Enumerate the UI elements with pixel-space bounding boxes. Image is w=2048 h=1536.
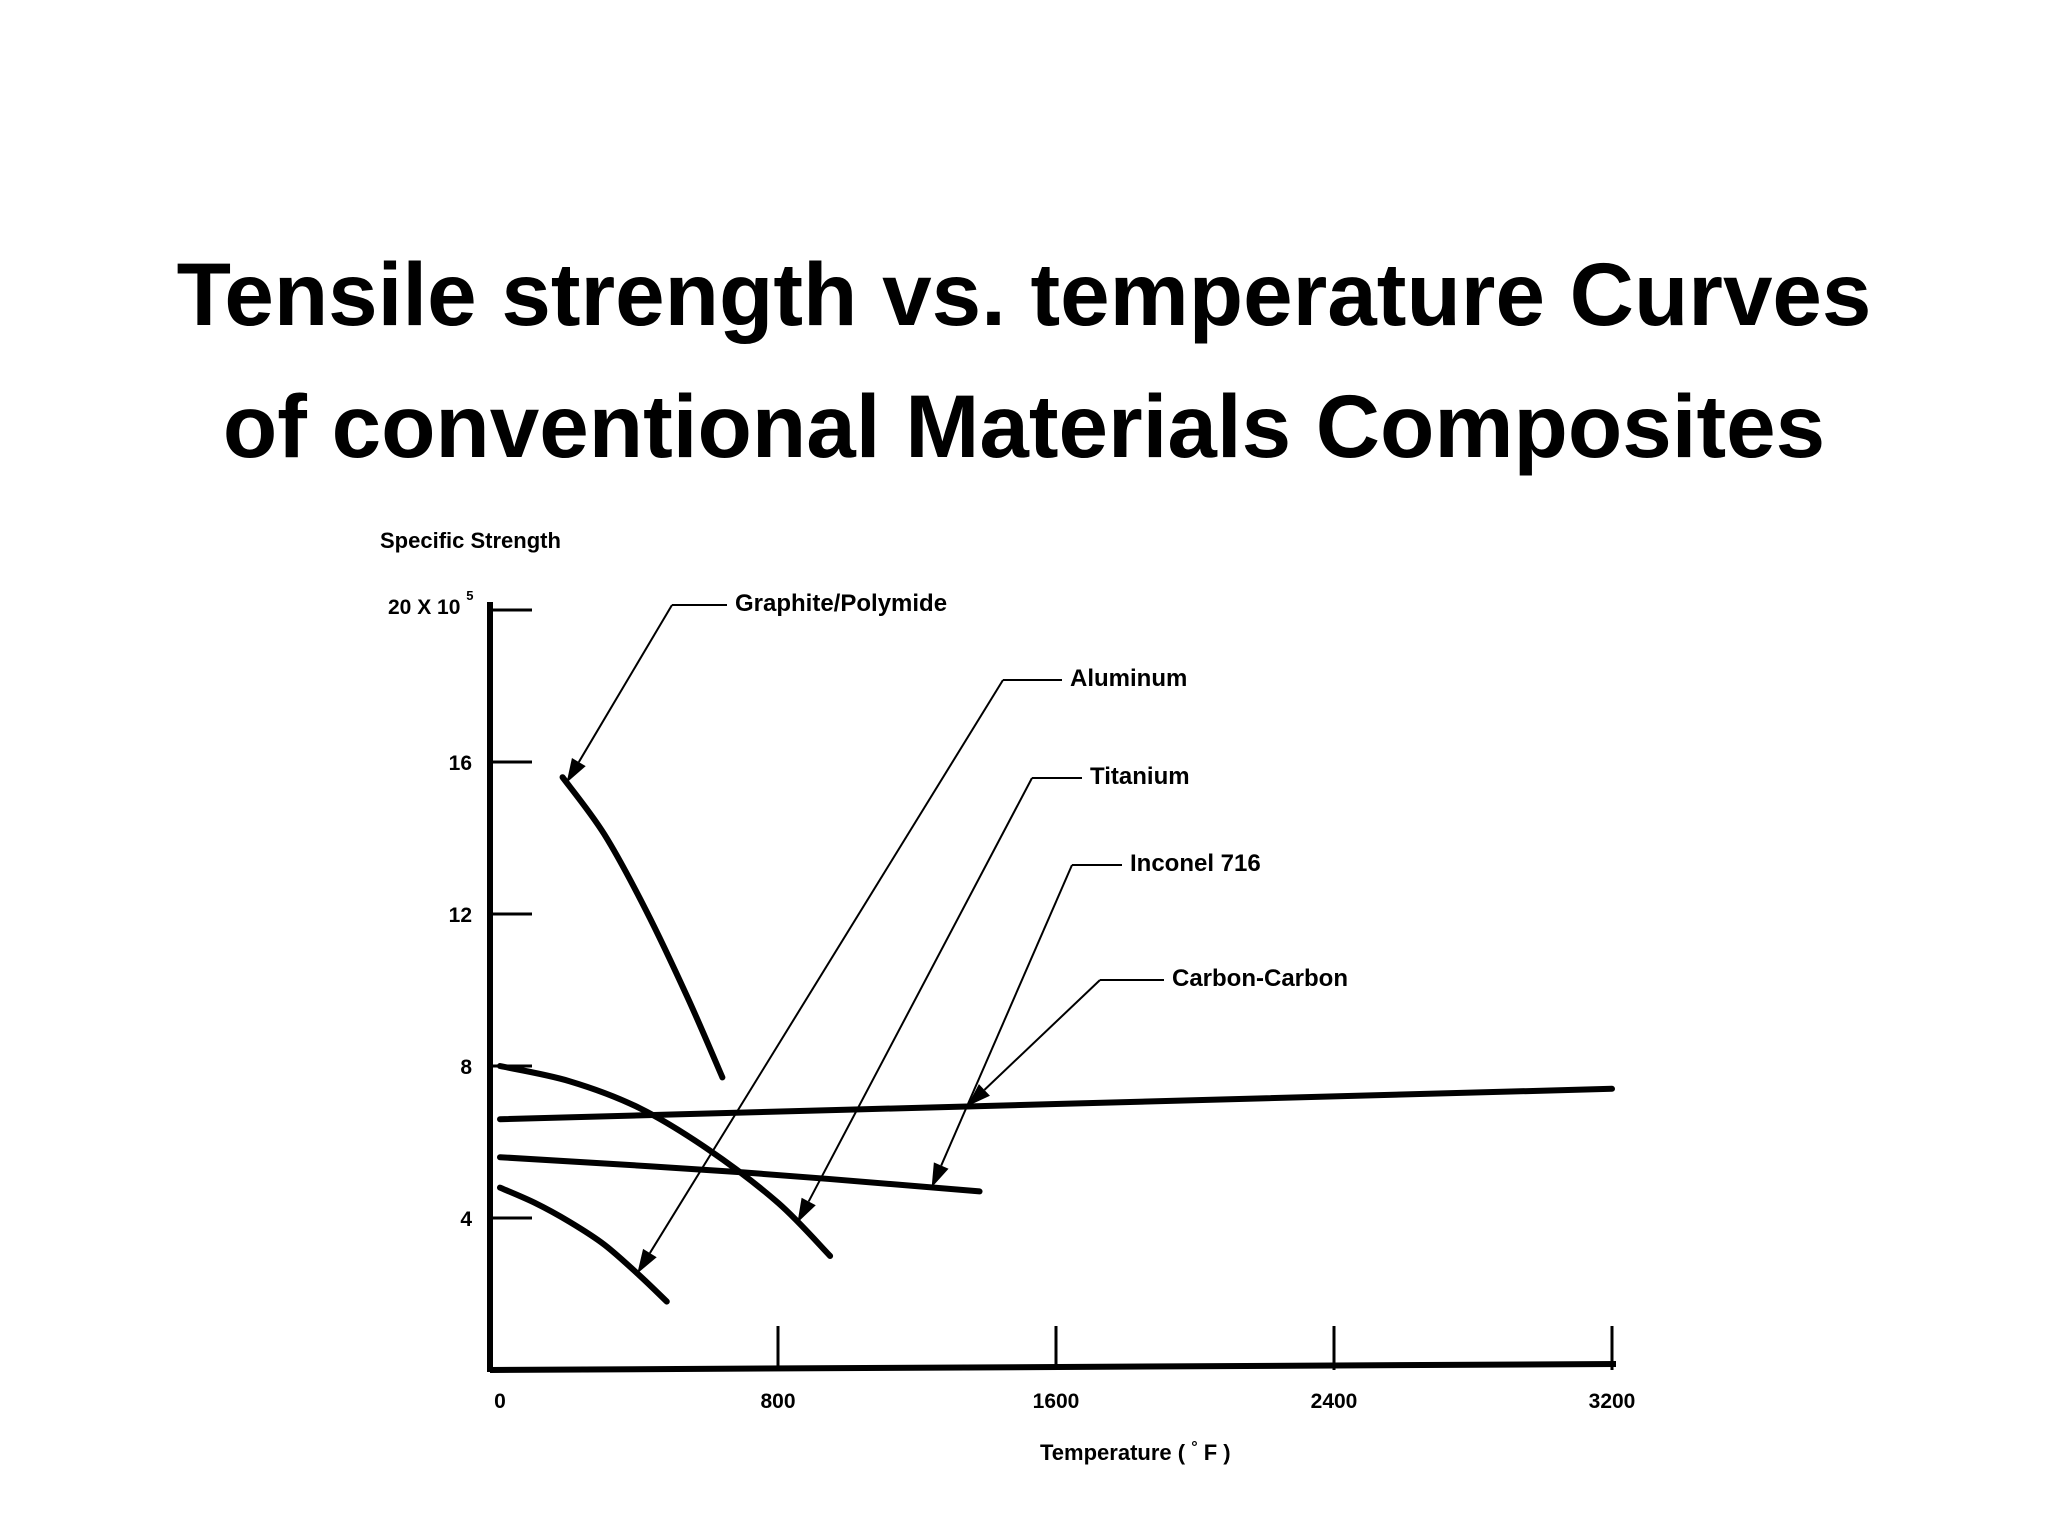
x-axis-title: Temperature ( ° F ) [1040, 1432, 1231, 1465]
x-tick-label-0: 0 [494, 1390, 506, 1413]
y-tick-label-16: 16 [449, 752, 472, 775]
callout-carbon-carbon-leader [983, 979, 1101, 1091]
series-aluminum-line [497, 1184, 670, 1305]
series-inconel-716-line [497, 1154, 983, 1195]
x-tick-label-800: 800 [760, 1390, 795, 1413]
slide-title-line-2: of conventional Materials Composites [222, 376, 1826, 476]
callout-inconel-716-arrowhead [931, 1162, 949, 1188]
chart-series [497, 774, 1615, 1305]
chart-ticks: 4 8 12 16 0 800 1600 2400 3200 [449, 608, 1636, 1413]
y-tick-label-12: 12 [449, 904, 472, 927]
callout-titanium-leader [807, 777, 1033, 1202]
series-graphite-polymide-line [559, 774, 726, 1081]
y-axis-top-label: 20 X 10 5 [388, 588, 473, 619]
x-tick-label-1600: 1600 [1033, 1390, 1080, 1413]
x-tick-label-3200: 3200 [1589, 1390, 1636, 1413]
callout-graphite-polymide-arrowhead [566, 757, 586, 783]
callout-aluminum-leader [649, 679, 1004, 1254]
series-label-aluminum: Aluminum [1070, 665, 1187, 692]
y-tick-label-8: 8 [460, 1056, 472, 1079]
x-axis-title-main: Temperature ( [1040, 1440, 1191, 1465]
series-carbon-carbon-line [497, 1085, 1615, 1123]
x-axis-title-unit: F ) [1204, 1440, 1231, 1465]
y-tick-label-4: 4 [460, 1208, 472, 1231]
callout-titanium-arrowhead [797, 1197, 816, 1223]
y-axis-top-label-exponent: 5 [466, 588, 473, 603]
x-tick-label-2400: 2400 [1311, 1390, 1358, 1413]
series-label-graphite-polymide: Graphite/Polymide [735, 590, 947, 617]
chart-axes [487, 602, 1617, 1373]
x-axis-line [489, 1361, 1617, 1373]
slide-title: Tensile strength vs. temperature Curves … [0, 228, 2048, 492]
series-titanium-line [497, 1063, 834, 1259]
callout-carbon-carbon-arrowhead [967, 1084, 990, 1107]
series-label-titanium: Titanium [1090, 763, 1190, 790]
chart-callouts: Graphite/Polymide Aluminum Titanium Inconel… [566, 590, 1348, 1274]
y-axis-title: Specific Strength [380, 528, 561, 553]
x-axis-title-degree: ° [1191, 1439, 1197, 1456]
series-label-inconel-716: Inconel 716 [1130, 850, 1261, 877]
callout-graphite-polymide-leader [577, 604, 673, 763]
y-axis-top-label-base: 20 X 10 [388, 596, 460, 619]
callout-aluminum-arrowhead [637, 1248, 657, 1274]
series-label-carbon-carbon: Carbon-Carbon [1172, 965, 1348, 992]
callout-inconel-716-leader [940, 864, 1073, 1166]
slide-title-line-1: Tensile strength vs. temperature Curves [176, 244, 1872, 344]
